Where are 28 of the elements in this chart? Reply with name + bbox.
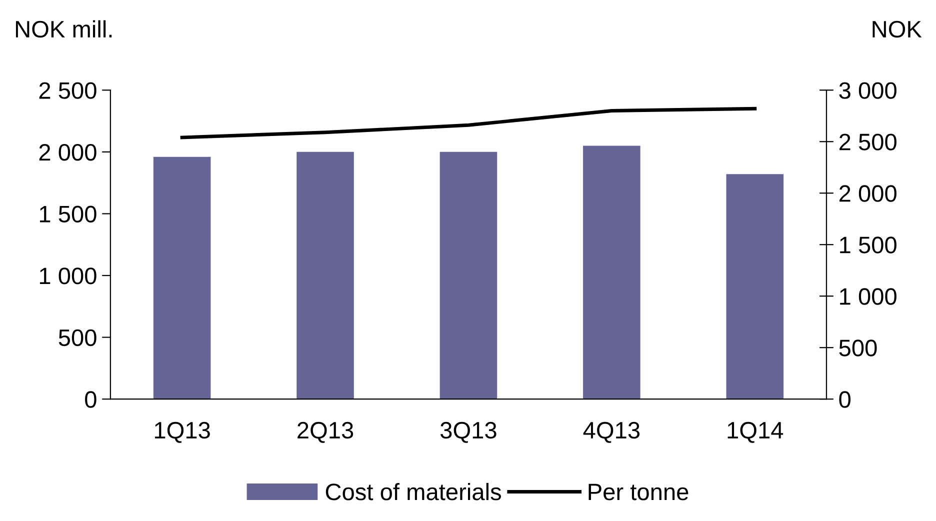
x-tick-label: 4Q13 [583, 422, 640, 443]
y2-tick-label: 2 000 [839, 185, 896, 202]
x-tick-label: 1Q13 [154, 422, 210, 443]
y2-axis-title: NOK [872, 20, 922, 38]
y-axis-title: NOK mill. [16, 20, 112, 38]
y2-tick-label: 500 [839, 340, 877, 356]
y2-tick-label: 1 500 [840, 236, 896, 254]
y2-tick-label: 3 000 [839, 82, 896, 99]
y2-tick-label: 0 [839, 391, 850, 408]
y-tick-label: 2 500 [39, 82, 96, 99]
bar [726, 174, 784, 400]
x-tick-label: 1Q14 [728, 422, 784, 443]
y-tick-label: 1 500 [40, 206, 96, 222]
bar [153, 156, 211, 400]
y2-tick-label: 2 500 [839, 134, 896, 150]
y-tick-label: 2 000 [39, 144, 96, 161]
y-tick-label: 500 [58, 329, 96, 346]
legend-label: Per tonne [588, 484, 688, 500]
x-tick-label: 2Q13 [298, 422, 354, 443]
y2-tick-label: 1 000 [840, 288, 896, 305]
bar [583, 146, 640, 400]
legend-label: Cost of materials [326, 482, 501, 500]
bar [440, 152, 498, 400]
y-tick-label: 0 [85, 391, 96, 408]
y-tick-label: 1 000 [40, 268, 96, 284]
line-series [180, 106, 757, 140]
x-tick-label: 3Q13 [440, 422, 496, 443]
bar [296, 152, 354, 400]
